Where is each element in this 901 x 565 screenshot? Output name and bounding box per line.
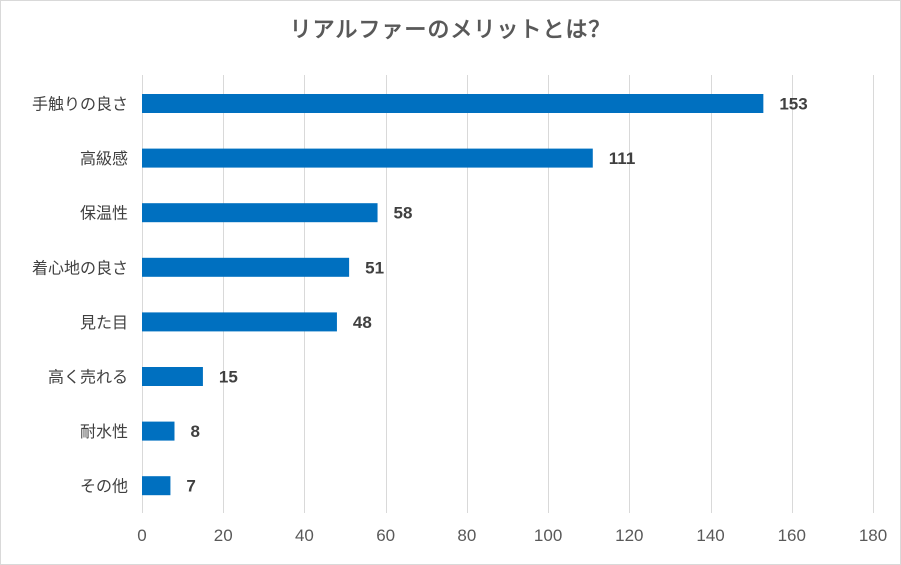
data-label: 48 (353, 313, 372, 332)
data-labels: 153 111 58 51 48 15 8 7 (186, 95, 807, 496)
bar (142, 367, 203, 386)
data-label: 153 (779, 95, 807, 114)
data-label: 51 (365, 258, 384, 277)
bar (142, 148, 593, 168)
x-tick-label: 160 (778, 526, 806, 545)
x-tick-label: 140 (696, 526, 724, 545)
category-label: 保温性 (80, 204, 128, 223)
category-label: 手触りの良さ (32, 95, 128, 114)
data-label: 58 (394, 204, 413, 223)
x-tick-label: 60 (376, 526, 395, 545)
x-tick-label: 0 (137, 526, 146, 545)
category-label: 高級感 (80, 149, 128, 168)
bar (142, 476, 171, 496)
x-tick-label: 180 (859, 526, 887, 545)
x-tick-label: 120 (615, 526, 643, 545)
x-tick-label: 20 (214, 526, 233, 545)
x-tick-label: 80 (457, 526, 476, 545)
bars (142, 94, 764, 496)
x-tick-label: 100 (534, 526, 562, 545)
gridlines (142, 75, 874, 513)
category-label: 高く売れる (48, 368, 128, 387)
bar (142, 203, 378, 223)
bar (142, 421, 175, 441)
chart-title: リアルファーのメリットとは？ (289, 18, 612, 43)
data-label: 15 (219, 368, 238, 387)
bar (142, 94, 764, 113)
category-label: その他 (80, 477, 128, 496)
category-label: 耐水性 (80, 422, 128, 441)
x-axis-tick-labels: 0 20 40 60 80 100 120 140 160 180 (137, 526, 887, 545)
category-label: 着心地の良さ (32, 258, 128, 277)
data-label: 111 (609, 149, 636, 168)
x-tick-label: 40 (295, 526, 314, 545)
category-label: 見た目 (80, 313, 128, 332)
bar (142, 257, 350, 277)
data-label: 7 (186, 477, 195, 496)
data-label: 8 (190, 422, 199, 441)
bar (142, 312, 337, 332)
